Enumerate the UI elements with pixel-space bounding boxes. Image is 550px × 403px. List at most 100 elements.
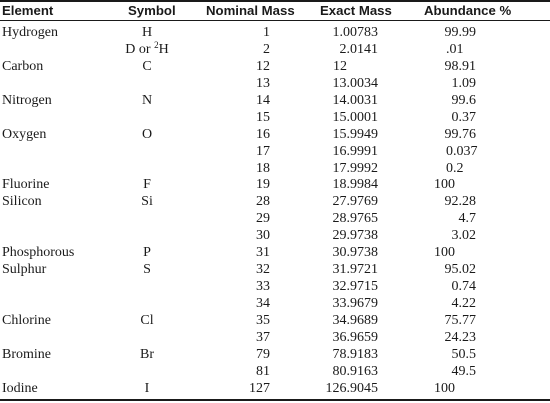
table-row: 18 17.9992 0.2 [0,161,550,178]
header-exact-mass: Exact Mass [320,3,392,18]
cell-exact-mass: 27.9769 [332,194,379,210]
cell-abundance: 49.5 [451,363,477,379]
table-row: 30 29.9738 3.02 [0,228,550,245]
cell-nominal-mass: 81 [256,363,270,379]
cell-nominal-mass: 35 [256,312,270,328]
table-header-rule [0,20,550,21]
cell-element: Fluorine [2,177,50,193]
table-row: 13 13.0034 1.09 [0,76,550,93]
table-row: 15 15.0001 0.37 [0,110,550,127]
cell-exact-mass: 78.9183 [332,346,379,362]
header-symbol: Symbol [128,3,176,18]
cell-nominal-mass: 12 [256,58,270,74]
cell-exact-mass: 13.0034 [332,75,379,91]
table-row: Iodine I 127 126.9045 100 [0,381,550,398]
symbol-prefix: D or [125,41,155,57]
cell-symbol: P [143,245,151,261]
table-header: Element Symbol Nominal Mass Exact Mass A… [0,1,550,20]
cell-nominal-mass: 79 [256,346,270,362]
cell-exact-mass: 18.9984 [332,177,379,193]
cell-abundance: 1.09 [451,75,477,91]
cell-exact-mass: 29.9738 [332,228,379,244]
cell-symbol: Cl [140,312,154,328]
cell-exact-mass: 2.0141 [339,41,379,57]
cell-exact-mass: 30.9738 [332,245,379,261]
cell-nominal-mass: 28 [256,194,270,210]
table-bottom-rule [0,399,550,401]
cell-nominal-mass: 33 [256,279,270,295]
cell-symbol: O [141,126,153,142]
cell-abundance: 0.037 [446,143,478,159]
cell-element: Carbon [2,58,44,74]
table-row: Sulphur S 32 31.9721 95.02 [0,262,550,279]
cell-nominal-mass: 30 [256,228,270,244]
cell-symbol: H [141,25,153,40]
cell-element: Bromine [2,346,51,362]
cell-exact-mass: 28.9765 [332,211,379,227]
cell-element: Silicon [2,194,42,210]
table-top-rule [0,0,550,2]
cell-abundance: 0.37 [451,109,477,125]
cell-symbol: F [143,177,151,193]
cell-abundance: 92.28 [444,194,477,210]
cell-nominal-mass: 18 [256,160,270,176]
cell-symbol: D or 2H [96,39,198,59]
cell-abundance: 75.77 [444,312,477,328]
table-row: Hydrogen H 1 1.00783 99.99 [0,25,550,42]
cell-exact-mass: 33.9679 [332,296,379,311]
cell-symbol: N [141,92,153,108]
cell-exact-mass: 15.9949 [332,126,379,142]
cell-symbol: Br [140,346,154,362]
symbol-superscript: 2 [154,39,159,50]
header-nominal-mass: Nominal Mass [206,3,295,18]
table-row: 29 28.9765 4.7 [0,211,550,228]
table-row: D or 2H 2 2.0141.01 [0,39,550,59]
table-row: Chlorine Cl 35 34.9689 75.77 [0,313,550,330]
cell-symbol: S [143,262,151,278]
cell-exact-mass: 12 [333,58,347,74]
cell-nominal-mass: 2 [263,41,270,57]
cell-abundance: 95.02 [444,262,477,278]
table-row: Nitrogen N 14 14.0031 99.6 [0,93,550,110]
cell-abundance: 99.76 [444,126,477,142]
cell-nominal-mass: 127 [249,380,270,396]
cell-element: Chlorine [2,312,51,328]
cell-abundance: 98.91 [444,58,477,74]
table-row: Silicon Si 28 27.9769 92.28 [0,194,550,211]
table-body: Hydrogen H 1 1.00783 99.99 D or 2H 2 2.0141.01 C… [0,25,550,398]
header-abundance: Abundance % [424,3,512,18]
table-row: 81 80.9163 49.5 [0,364,550,381]
cell-nominal-mass: 1 [263,25,270,40]
cell-exact-mass: 36.9659 [332,329,379,345]
symbol-suffix: H [158,41,169,57]
table-row: Phosphorous P 31 30.9738 100 [0,245,550,262]
cell-nominal-mass: 31 [256,245,270,261]
header-element: Element [2,3,54,18]
cell-element: Iodine [2,380,38,396]
cell-abundance: 3.02 [451,228,477,244]
cell-abundance: .01 [446,41,464,57]
cell-nominal-mass: 32 [256,262,270,278]
cell-nominal-mass: 17 [256,143,270,159]
cell-abundance: 99.99 [444,25,477,40]
cell-abundance: 50.5 [451,346,477,362]
cell-exact-mass: 80.9163 [332,363,379,379]
cell-nominal-mass: 16 [256,126,270,142]
cell-exact-mass: 16.9991 [332,143,379,159]
cell-nominal-mass: 34 [256,296,270,311]
cell-element: Oxygen [2,126,47,142]
cell-exact-mass: 31.9721 [332,262,379,278]
cell-element: Phosphorous [2,245,75,261]
cell-exact-mass: 32.9715 [332,279,379,295]
cell-abundance: 4.22 [451,296,477,311]
cell-abundance: 0.2 [446,160,464,176]
cell-abundance: 100 [434,177,455,193]
table-row: Carbon C 12 12 98.91 [0,59,550,76]
table-row: Fluorine F 19 18.9984 100 [0,177,550,194]
cell-abundance: 0.74 [451,279,477,295]
cell-exact-mass: 17.9992 [332,160,379,176]
table-row: Bromine Br 79 78.9183 50.5 [0,347,550,364]
cell-element: Sulphur [2,262,47,278]
cell-abundance: 100 [434,380,455,396]
cell-exact-mass: 15.0001 [332,109,379,125]
